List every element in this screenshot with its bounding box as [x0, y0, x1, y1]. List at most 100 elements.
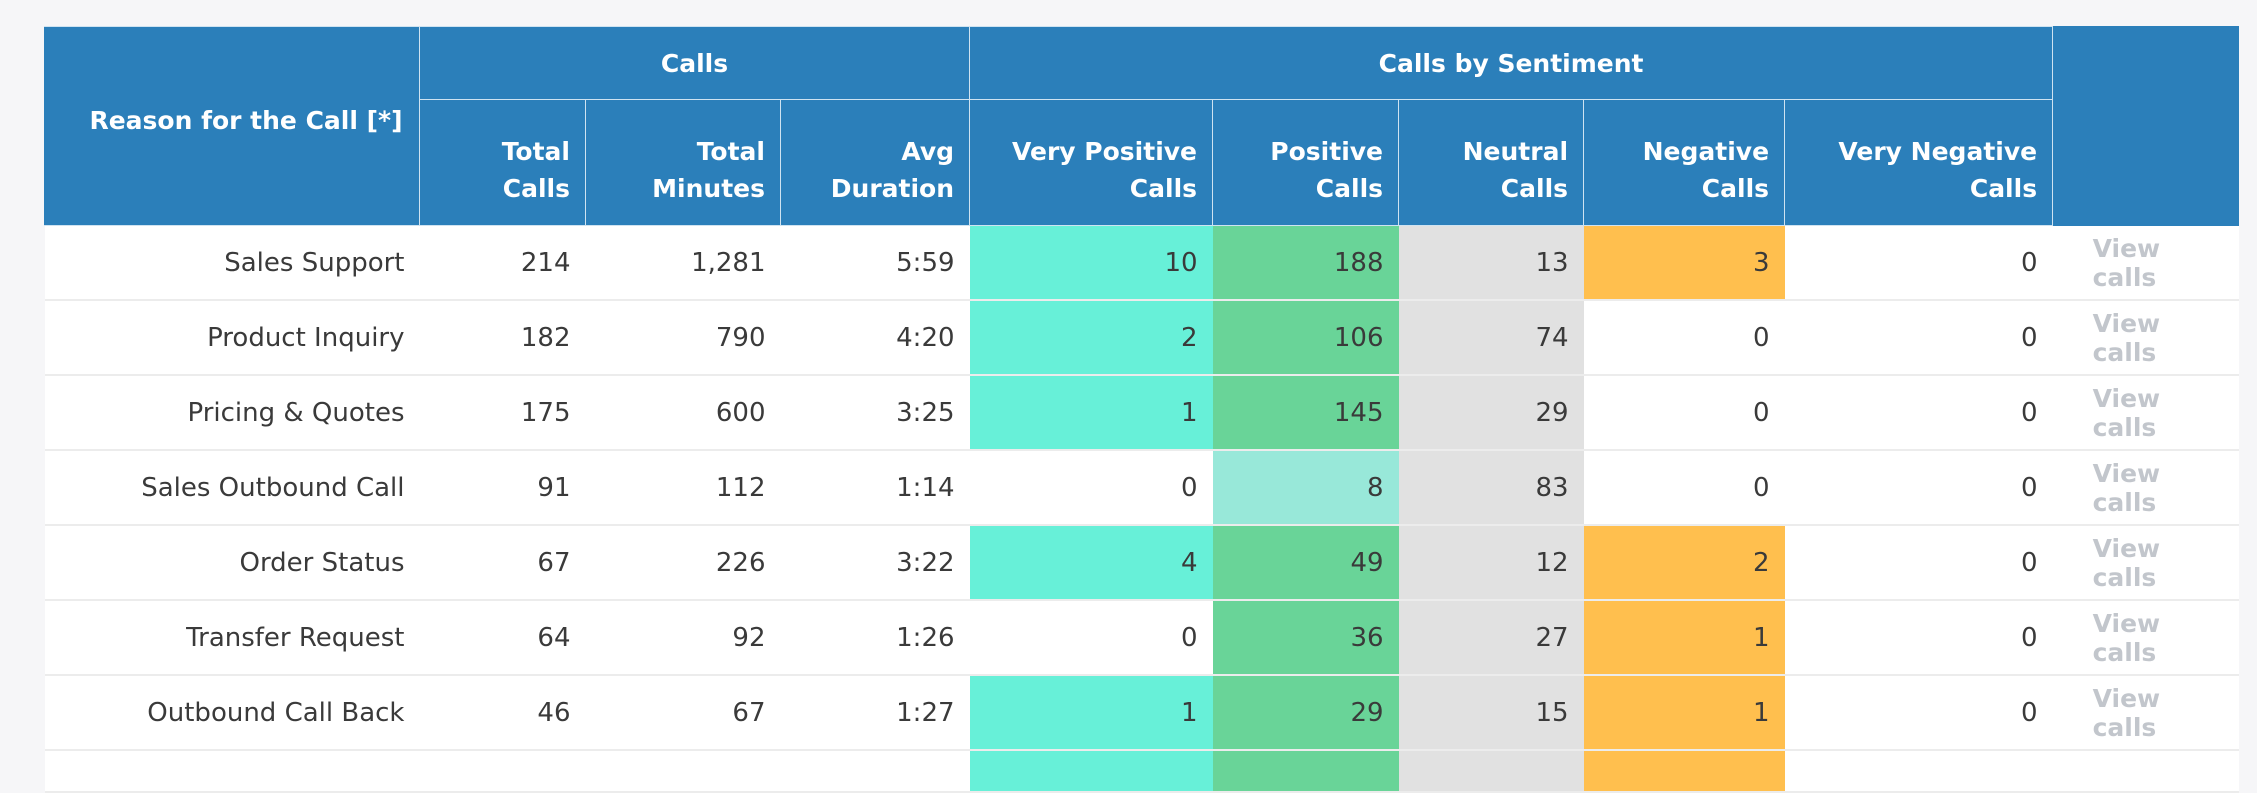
- negative-cell: 2: [1583, 525, 1785, 601]
- table-row: Order Status 67 226 3:22 4 49 12 2 0 Vie…: [44, 525, 2239, 601]
- avg-duration-header[interactable]: Avg Duration: [779, 99, 971, 226]
- positive-cell: [1212, 750, 1399, 793]
- view-calls-link[interactable]: View calls: [2052, 600, 2239, 676]
- positive-cell: 188: [1212, 225, 1399, 301]
- avg-duration-cell: 1:26: [780, 600, 970, 676]
- header-group-row: Reason for the Call [*] Calls Calls by S…: [44, 26, 2240, 226]
- very-negative-cell: 0: [1784, 300, 2053, 376]
- negative-header[interactable]: Negative Calls: [1583, 99, 1786, 226]
- very-negative-cell: 0: [1784, 600, 2053, 676]
- neutral-cell: 13: [1398, 225, 1584, 301]
- very-positive-cell: [969, 750, 1213, 793]
- table-row: Sales Outbound Call 91 112 1:14 0 8 83 0…: [44, 450, 2239, 526]
- very-positive-cell: 1: [969, 375, 1213, 451]
- total-minutes-cell: 600: [585, 375, 781, 451]
- total-minutes-cell: 226: [585, 525, 781, 601]
- total-minutes-cell: 67: [585, 675, 781, 751]
- neutral-cell: 12: [1398, 525, 1584, 601]
- total-minutes-header[interactable]: Total Minutes: [585, 99, 781, 226]
- view-calls-link[interactable]: View calls: [2052, 225, 2239, 301]
- negative-cell: 1: [1583, 675, 1785, 751]
- view-calls-link[interactable]: View calls: [2052, 300, 2239, 376]
- negative-cell: 0: [1583, 450, 1785, 526]
- table-header: Reason for the Call [*] Calls Calls by S…: [44, 26, 2240, 226]
- neutral-cell: 29: [1398, 375, 1584, 451]
- reason-cell: [44, 750, 420, 793]
- table-row: Product Inquiry 182 790 4:20 2 106 74 0 …: [44, 300, 2239, 376]
- neutral-cell: 83: [1398, 450, 1584, 526]
- view-calls-link[interactable]: View calls: [2052, 675, 2239, 751]
- view-calls-cell: [2052, 750, 2239, 793]
- very-negative-cell: 0: [1784, 375, 2053, 451]
- avg-duration-cell: 1:14: [780, 450, 970, 526]
- total-minutes-cell: 112: [585, 450, 781, 526]
- avg-duration-cell: 3:22: [780, 525, 970, 601]
- very-negative-cell: 0: [1784, 675, 2053, 751]
- reason-cell: Order Status: [44, 525, 420, 601]
- avg-duration-cell: 5:59: [780, 225, 970, 301]
- reason-column-header[interactable]: Reason for the Call [*]: [44, 26, 420, 226]
- total-calls-cell: 182: [419, 300, 586, 376]
- sentiment-group-header: Calls by Sentiment: [969, 26, 2054, 100]
- total-calls-cell: 64: [419, 600, 586, 676]
- total-calls-cell: 67: [419, 525, 586, 601]
- avg-duration-cell: 3:25: [780, 375, 970, 451]
- very-negative-cell: 0: [1784, 225, 2053, 301]
- table-row: Outbound Call Back 46 67 1:27 1 29 15 1 …: [44, 675, 2239, 751]
- reason-cell: Sales Support: [44, 225, 420, 301]
- negative-cell: [1583, 750, 1785, 793]
- reason-cell: Product Inquiry: [44, 300, 420, 376]
- avg-duration-cell: 4:20: [780, 300, 970, 376]
- total-calls-cell: 46: [419, 675, 586, 751]
- total-calls-cell: 175: [419, 375, 586, 451]
- calls-group-header: Calls: [418, 26, 971, 100]
- very-positive-cell: 0: [969, 600, 1213, 676]
- neutral-cell: 74: [1398, 300, 1584, 376]
- very-positive-header[interactable]: Very Positive Calls: [969, 99, 1214, 226]
- very-positive-cell: 10: [969, 225, 1213, 301]
- very-negative-cell: 0: [1784, 525, 2053, 601]
- header-action-spacer: [2052, 99, 2240, 226]
- positive-cell: 8: [1212, 450, 1399, 526]
- avg-duration-cell: [780, 750, 970, 793]
- very-negative-header[interactable]: Very Negative Calls: [1784, 99, 2054, 226]
- neutral-cell: [1398, 750, 1584, 793]
- negative-cell: 0: [1583, 300, 1785, 376]
- neutral-header[interactable]: Neutral Calls: [1398, 99, 1585, 226]
- reason-cell: Outbound Call Back: [44, 675, 420, 751]
- reason-cell: Sales Outbound Call: [44, 450, 420, 526]
- total-calls-cell: 214: [419, 225, 586, 301]
- table-row: Transfer Request 64 92 1:26 0 36 27 1 0 …: [44, 600, 2239, 676]
- positive-cell: 145: [1212, 375, 1399, 451]
- view-calls-link[interactable]: View calls: [2052, 375, 2239, 451]
- total-calls-header[interactable]: Total Calls: [419, 99, 586, 226]
- positive-cell: 49: [1212, 525, 1399, 601]
- very-positive-cell: 2: [969, 300, 1213, 376]
- total-minutes-cell: [585, 750, 781, 793]
- positive-cell: 106: [1212, 300, 1399, 376]
- neutral-cell: 27: [1398, 600, 1584, 676]
- positive-header[interactable]: Positive Calls: [1212, 99, 1400, 226]
- very-negative-cell: [1784, 750, 2053, 793]
- negative-cell: 3: [1583, 225, 1785, 301]
- reason-cell: Pricing & Quotes: [44, 375, 420, 451]
- positive-cell: 36: [1212, 600, 1399, 676]
- table-row: Sales Support 214 1,281 5:59 10 188 13 3…: [44, 225, 2239, 301]
- avg-duration-cell: 1:27: [780, 675, 970, 751]
- neutral-cell: 15: [1398, 675, 1584, 751]
- total-minutes-cell: 92: [585, 600, 781, 676]
- header-column-row: Total Calls Total Minutes Avg Duration V…: [45, 99, 2240, 226]
- view-calls-link[interactable]: View calls: [2052, 525, 2239, 601]
- negative-cell: 1: [1583, 600, 1785, 676]
- total-minutes-cell: 790: [585, 300, 781, 376]
- table-row: Pricing & Quotes 175 600 3:25 1 145 29 0…: [44, 375, 2239, 451]
- reason-cell: Transfer Request: [44, 600, 420, 676]
- positive-cell: 29: [1212, 675, 1399, 751]
- very-negative-cell: 0: [1784, 450, 2053, 526]
- very-positive-cell: 0: [969, 450, 1213, 526]
- very-positive-cell: 4: [969, 525, 1213, 601]
- negative-cell: 0: [1583, 375, 1785, 451]
- total-calls-cell: 91: [419, 450, 586, 526]
- view-calls-link[interactable]: View calls: [2052, 450, 2239, 526]
- total-minutes-cell: 1,281: [585, 225, 781, 301]
